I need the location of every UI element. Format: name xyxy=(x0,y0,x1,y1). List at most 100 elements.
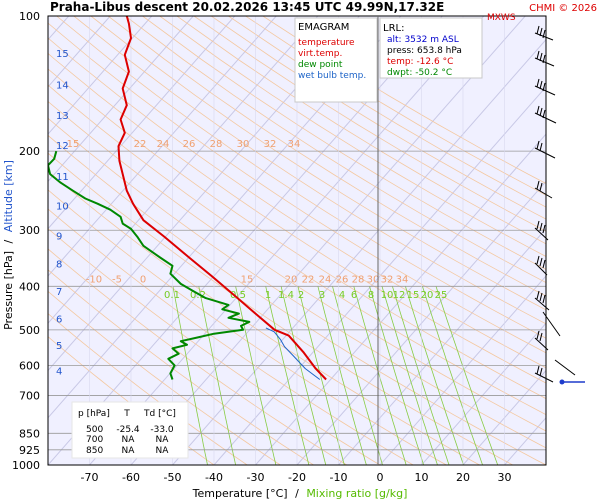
isotherm-label: -10 xyxy=(86,274,102,285)
wind-barb-feather xyxy=(536,50,540,60)
altitude-tick-label: 6 xyxy=(56,315,62,326)
altitude-tick-labels: 4 5 6 7 8 9 10 11 12 13 14 15 xyxy=(56,49,69,377)
wind-barb-feather xyxy=(542,224,546,234)
skewed-isotherm xyxy=(296,180,546,465)
skewed-isotherm xyxy=(48,16,319,324)
temperature-tick-label: 30 xyxy=(498,471,512,484)
wind-barb-feather xyxy=(542,82,546,92)
mixing-ratio-label: 3 xyxy=(319,290,325,301)
skewed-isotherm xyxy=(545,464,546,465)
wind-barb-feather xyxy=(542,294,546,304)
dry-adiabat xyxy=(176,16,546,245)
dry-adiabat xyxy=(210,16,546,220)
skewed-isotherm xyxy=(48,16,236,230)
skewed-isotherm xyxy=(421,322,546,465)
isotherm-label: 32 xyxy=(381,274,394,285)
skewed-isotherm xyxy=(172,38,546,465)
wind-barb-feather xyxy=(539,142,543,152)
wind-barbs xyxy=(534,25,585,385)
wind-barb-feather xyxy=(539,27,543,37)
temperature-tick-label: -30 xyxy=(247,471,265,484)
table-cell: NA xyxy=(156,446,170,456)
dry-adiabat xyxy=(142,16,546,270)
altitude-tick-label: 7 xyxy=(56,287,62,298)
isotherm-label: 15 xyxy=(241,274,254,285)
dry-adiabat xyxy=(73,16,546,325)
isotherm-label: 34 xyxy=(288,139,301,150)
altitude-tick-label: 11 xyxy=(56,172,69,183)
dry-adiabat xyxy=(90,16,546,311)
series-dew-point-line xyxy=(48,150,251,380)
series-temperature-line xyxy=(117,16,327,381)
table-cell: 700 xyxy=(86,435,103,445)
dry-adiabat xyxy=(107,16,546,297)
lrl-temperature: temp: -12.6 °C xyxy=(387,57,453,67)
mixing-ratio-label: 12 xyxy=(393,290,406,301)
lrl-altitude: alt: 3532 m ASL xyxy=(387,35,459,45)
wind-barb-feather xyxy=(536,290,540,300)
wind-barb-feather xyxy=(539,107,543,117)
table-header-p: p [hPa] xyxy=(78,409,110,419)
altitude-tick-label: 10 xyxy=(56,201,69,212)
legend-box xyxy=(294,17,378,103)
wind-barb-feather xyxy=(536,25,540,35)
wind-barb-staff xyxy=(534,262,548,276)
wind-barb-station xyxy=(559,379,565,385)
isotherm-label: 30 xyxy=(367,274,380,285)
wind-barb-staff xyxy=(534,297,550,311)
altitude-tick-label: 8 xyxy=(56,260,62,271)
mixing-ratio-label: 20 xyxy=(421,290,434,301)
grid-lines xyxy=(48,16,546,465)
altitude-tick-label: 15 xyxy=(56,49,69,60)
isotherm-label: 22 xyxy=(302,274,315,285)
table-cell: 850 xyxy=(86,446,103,456)
temperature-tick-label: -10 xyxy=(330,471,348,484)
isotherm-label: 26 xyxy=(336,274,349,285)
wind-barb-feather xyxy=(539,222,543,232)
lrl-title: LRL: xyxy=(383,23,404,34)
mixing-ratio-labels: 0.1 0.2 0.5 1 1.4 2 3 4 6 8 10 12 15 20 25 xyxy=(164,290,447,301)
wind-barb-feather xyxy=(539,367,543,377)
pressure-tick-label: 925 xyxy=(19,444,40,457)
dry-adiabat xyxy=(228,16,546,208)
wind-barb-feather xyxy=(536,105,540,115)
dry-adiabat xyxy=(56,16,546,339)
mixing-ratio-label: 4 xyxy=(339,290,345,301)
skewed-isotherm xyxy=(130,16,526,465)
mixing-ratio-label: 0.2 xyxy=(190,290,206,301)
skewed-isotherm xyxy=(48,16,194,183)
altitude-tick-label: 14 xyxy=(56,80,69,91)
wind-barb-feather xyxy=(539,52,543,62)
isotherm-label: 28 xyxy=(352,274,365,285)
mixing-ratio-label: 0.5 xyxy=(230,290,246,301)
wind-barb-feather xyxy=(542,109,546,119)
wind-barb-staff xyxy=(534,32,554,41)
isotherm-label: 24 xyxy=(157,139,170,150)
dry-adiabat xyxy=(48,68,546,400)
legend-item-wet-bulb: wet bulb temp. xyxy=(298,71,366,81)
skewed-isotherm xyxy=(89,16,485,465)
dry-adiabat xyxy=(159,16,546,257)
table-cell: NA xyxy=(122,435,136,445)
table-cell: -25.4 xyxy=(116,425,140,435)
isotherm-label: 22 xyxy=(134,139,147,150)
mixing-ratio-label: 10 xyxy=(381,290,394,301)
wind-barb-feather xyxy=(542,29,546,39)
dry-adiabat xyxy=(245,16,546,196)
dry-adiabat xyxy=(193,16,546,232)
skewed-isotherm xyxy=(462,369,546,465)
wind-barb-feather xyxy=(536,140,540,150)
wind-barb-staff xyxy=(534,372,554,383)
wind-barb-staff xyxy=(534,85,556,96)
lrl-box xyxy=(379,17,483,79)
altitude-tick-label: 12 xyxy=(56,141,69,152)
skewed-isotherm xyxy=(48,16,360,372)
mixing-ratio-label: 1 xyxy=(265,290,271,301)
table-cell: NA xyxy=(122,446,136,456)
mxws-label: MXWS xyxy=(487,13,516,23)
dry-adiabat xyxy=(125,16,546,284)
temperature-tick-label: -20 xyxy=(288,471,306,484)
table-cell: NA xyxy=(156,435,170,445)
isotherm-label: 26 xyxy=(183,139,196,150)
